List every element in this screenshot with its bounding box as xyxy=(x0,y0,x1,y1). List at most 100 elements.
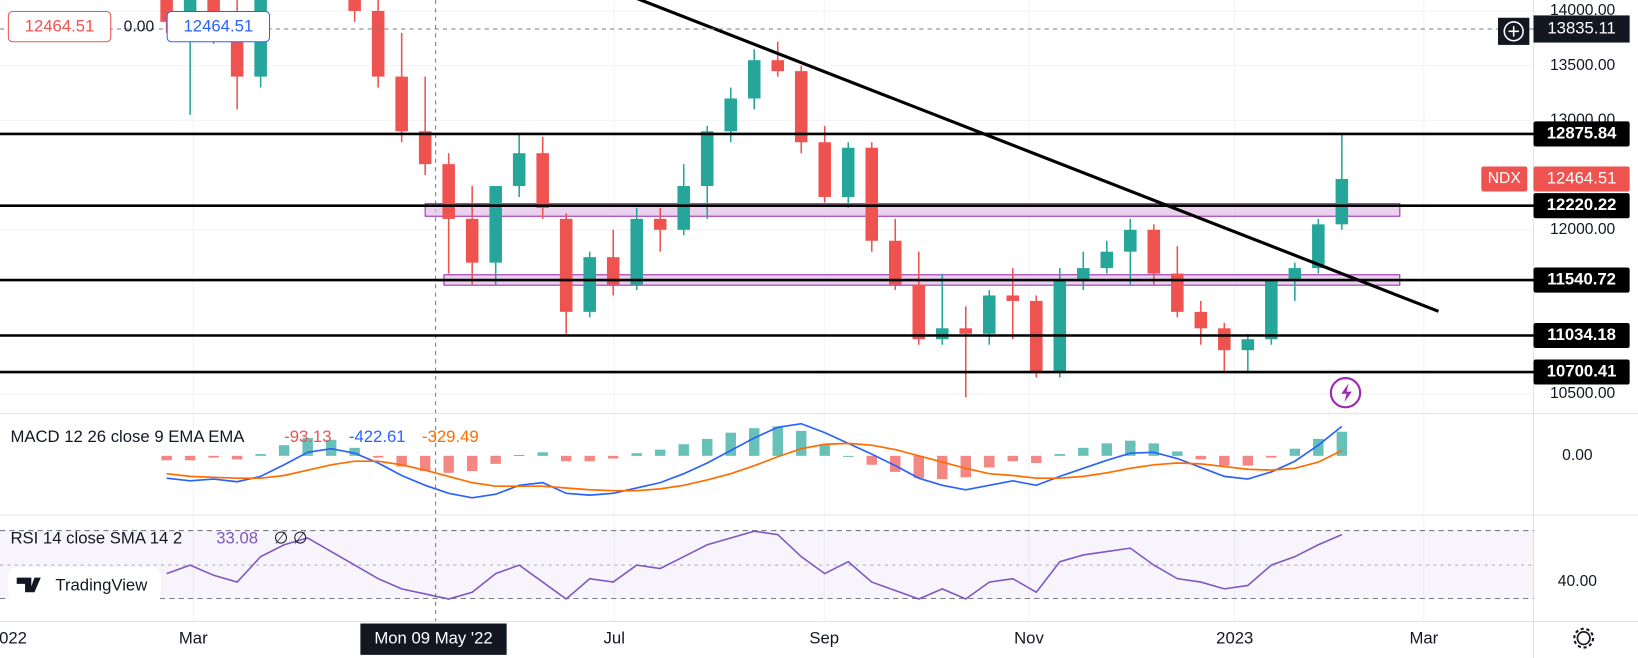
candle-body xyxy=(888,240,902,285)
macd-histogram-bar xyxy=(1266,455,1277,458)
candle-body xyxy=(724,98,737,132)
candle-body xyxy=(653,218,667,230)
macd-histogram-bar xyxy=(419,455,431,472)
level-label-bg xyxy=(1533,267,1630,293)
candle-body xyxy=(936,328,949,340)
candle-body xyxy=(912,284,926,340)
add-circle[interactable] xyxy=(1503,21,1524,42)
macd-histogram-bar xyxy=(1336,431,1348,456)
y-tick-label: 14000.00 xyxy=(1550,2,1616,19)
macd-histogram-bar xyxy=(255,454,266,456)
x-tick-label: Mar xyxy=(179,629,208,648)
macd-histogram-bar xyxy=(1195,455,1207,460)
trendline xyxy=(636,0,1440,313)
macd-histogram-bar xyxy=(890,455,901,472)
level-label: 10700.41 xyxy=(1547,361,1617,380)
alert-circle[interactable] xyxy=(1329,377,1362,409)
logo-text: TradingView xyxy=(55,575,148,594)
macd-histogram-bar xyxy=(490,455,501,464)
x-tick-label: Jul xyxy=(604,629,625,648)
price-right: 12464.51 xyxy=(183,17,253,36)
macd-histogram-bar xyxy=(231,455,243,460)
macd-histogram-bar xyxy=(702,438,713,456)
candle-body xyxy=(983,295,996,334)
macd-histogram-bar xyxy=(349,447,360,456)
candle-body xyxy=(700,131,714,187)
gear[interactable] xyxy=(1576,631,1591,646)
price-box xyxy=(7,10,112,43)
x-tick-label: 2023 xyxy=(1216,629,1253,648)
macd-histogram-bar xyxy=(960,455,971,478)
logo-bg xyxy=(8,567,161,603)
macd-legend-value: -329.49 xyxy=(422,427,479,446)
macd-histogram-bar xyxy=(560,455,572,462)
last-price-bg xyxy=(1533,166,1630,192)
macd-histogram-bar xyxy=(513,454,525,457)
add-button[interactable] xyxy=(1498,17,1530,45)
crosshair-price: 13835.11 xyxy=(1547,18,1615,37)
macd-histogram-bar xyxy=(678,444,689,456)
macd-histogram-bar xyxy=(325,439,337,456)
macd-histogram-bar xyxy=(161,455,172,461)
level-label-bg xyxy=(1533,359,1630,385)
candle-body xyxy=(865,147,879,241)
alert-icon[interactable] xyxy=(1329,377,1362,409)
macd-histogram-bar xyxy=(278,445,290,456)
level-label-bg xyxy=(1533,322,1630,349)
macd-histogram-bar xyxy=(913,455,924,479)
macd-histogram-bar xyxy=(1125,440,1136,456)
candle-body xyxy=(606,257,620,285)
candle-body xyxy=(1265,279,1278,340)
candle-body xyxy=(747,60,761,99)
macd-histogram-bar xyxy=(984,455,995,468)
macd-histogram-bar xyxy=(937,455,948,480)
candle-body xyxy=(348,0,361,11)
macd-histogram-bar xyxy=(302,438,313,456)
candle-body xyxy=(1100,251,1114,269)
crosshair-date: Mon 09 May '22 xyxy=(374,629,492,648)
macd-histogram-bar xyxy=(1007,455,1019,462)
logo: TradingView xyxy=(8,567,161,603)
y-tick-label: 12000.00 xyxy=(1550,221,1616,238)
macd-histogram-bar xyxy=(725,432,736,456)
rsi-title: RSI 14 close SMA 14 2 xyxy=(10,528,182,547)
candle-body xyxy=(1077,268,1090,280)
candle-body xyxy=(1335,178,1349,225)
level-label-bg xyxy=(1533,193,1630,219)
candle-body xyxy=(1288,268,1302,280)
candle-body xyxy=(512,153,526,187)
macd-histogram-bar xyxy=(184,455,196,461)
macd-histogram-bar xyxy=(584,455,595,462)
header: 12464.51 0.00 12464.51 xyxy=(7,10,271,43)
macd-histogram-bar xyxy=(1078,447,1089,456)
macd-histogram-bar xyxy=(537,452,548,456)
x-tick-label: Mar xyxy=(1409,629,1438,648)
y-tick-label: 10500.00 xyxy=(1550,385,1616,402)
alert-bolt[interactable] xyxy=(1341,383,1352,403)
add-plus[interactable] xyxy=(1508,26,1519,37)
candle-body xyxy=(1241,339,1255,351)
price-box xyxy=(166,10,271,43)
macd-title: MACD 12 26 close 9 EMA EMA xyxy=(10,427,245,446)
x-tick-label: Nov xyxy=(1014,629,1044,648)
x-tick-label: 2022 xyxy=(0,629,27,648)
gear-teeth[interactable] xyxy=(1573,627,1595,649)
change: 0.00 xyxy=(124,18,155,35)
macd-histogram-bar xyxy=(396,455,407,467)
rsi-legend-value: 33.08 xyxy=(216,528,258,547)
candle-body xyxy=(1124,229,1137,252)
indicator-panes: MACD 12 26 close 9 EMA EMA -93.13 -422.61-… xyxy=(10,422,1348,601)
settings-icon[interactable] xyxy=(1573,627,1595,649)
macd-histogram-bar xyxy=(1101,443,1113,456)
macd-histogram-bar xyxy=(372,455,384,458)
macd-line xyxy=(166,422,1343,499)
level-label-bg xyxy=(1533,121,1630,147)
symbol: NDX xyxy=(1488,170,1522,187)
candle-body xyxy=(841,147,855,197)
x-tick-label: Sep xyxy=(809,629,839,648)
rsi-line xyxy=(166,530,1343,601)
candle-body xyxy=(442,164,455,219)
